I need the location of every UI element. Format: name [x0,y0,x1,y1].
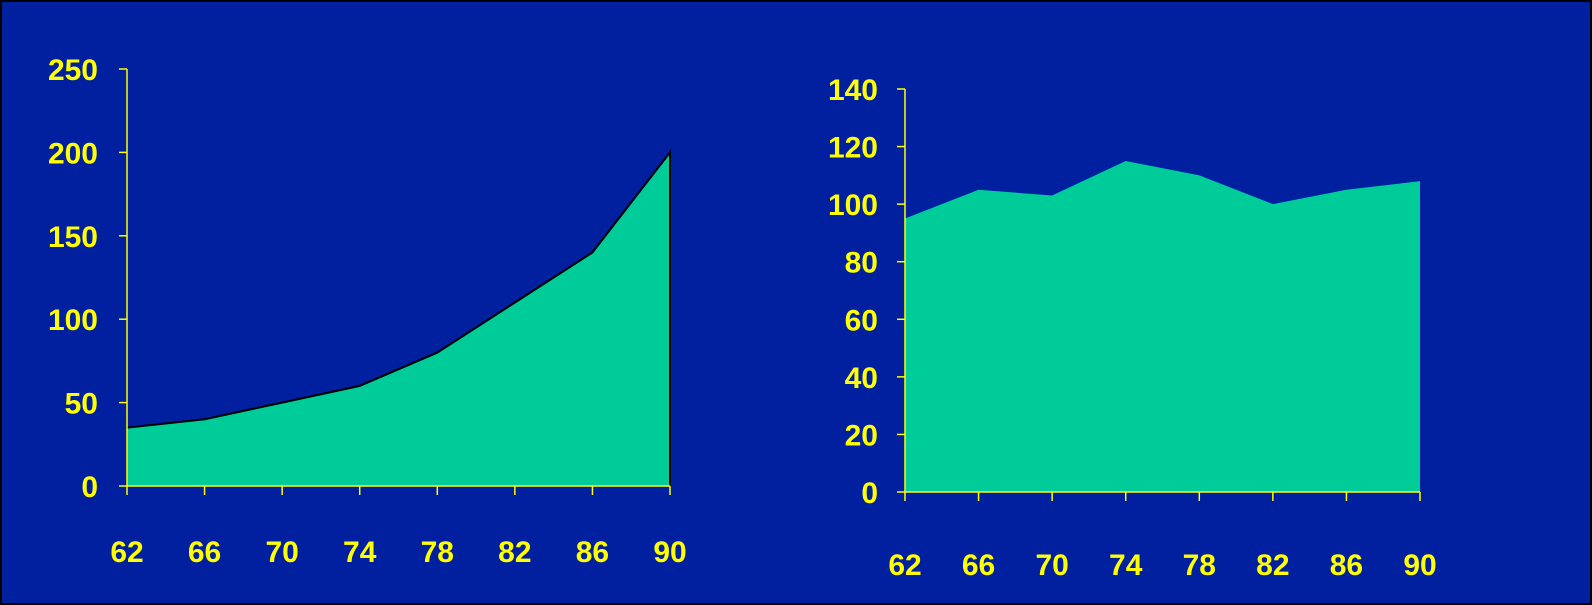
chart-2: 0 20 40 60 80 100 120 140 62 66 70 74 78 82 86 90 [828,74,1437,582]
x-tick-label: 70 [265,536,298,569]
y-tick-label: 120 [828,132,878,165]
x-tick-label: 82 [1256,549,1289,582]
x-tick-label: 90 [653,536,686,569]
y-tick-label: 140 [828,74,878,107]
y-tick-label: 50 [65,388,98,421]
x-tick-label: 62 [888,549,921,582]
y-tick-label: 40 [845,362,878,395]
y-tick-label: 20 [845,419,878,452]
x-tick-label: 70 [1035,549,1068,582]
y-tick-label: 60 [845,304,878,337]
x-tick-label: 74 [343,536,377,569]
x-tick-label: 66 [962,549,995,582]
y-tick-label: 100 [828,189,878,222]
area-fill [905,161,1420,492]
chart-1: 0 50 100 150 200 250 62 66 70 74 78 82 86 90 [48,54,687,569]
y-tick-label: 200 [48,137,98,170]
y-tick-label: 80 [845,247,878,280]
x-tick-label: 66 [188,536,221,569]
x-tick-label: 62 [110,536,143,569]
x-tick-label: 86 [576,536,609,569]
y-tick-label: 0 [81,471,98,504]
y-tick-label: 100 [48,304,98,337]
area-fill [127,152,670,486]
x-tick-label: 78 [421,536,454,569]
y-tick-label: 0 [861,477,878,510]
y-tick-label: 250 [48,54,98,87]
x-tick-label: 90 [1403,549,1436,582]
area-outline [126,149,671,486]
x-tick-label: 82 [498,536,531,569]
y-tick-label: 150 [48,221,98,254]
x-tick-label: 74 [1109,549,1143,582]
x-tick-label: 86 [1330,549,1363,582]
x-tick-label: 78 [1183,549,1216,582]
